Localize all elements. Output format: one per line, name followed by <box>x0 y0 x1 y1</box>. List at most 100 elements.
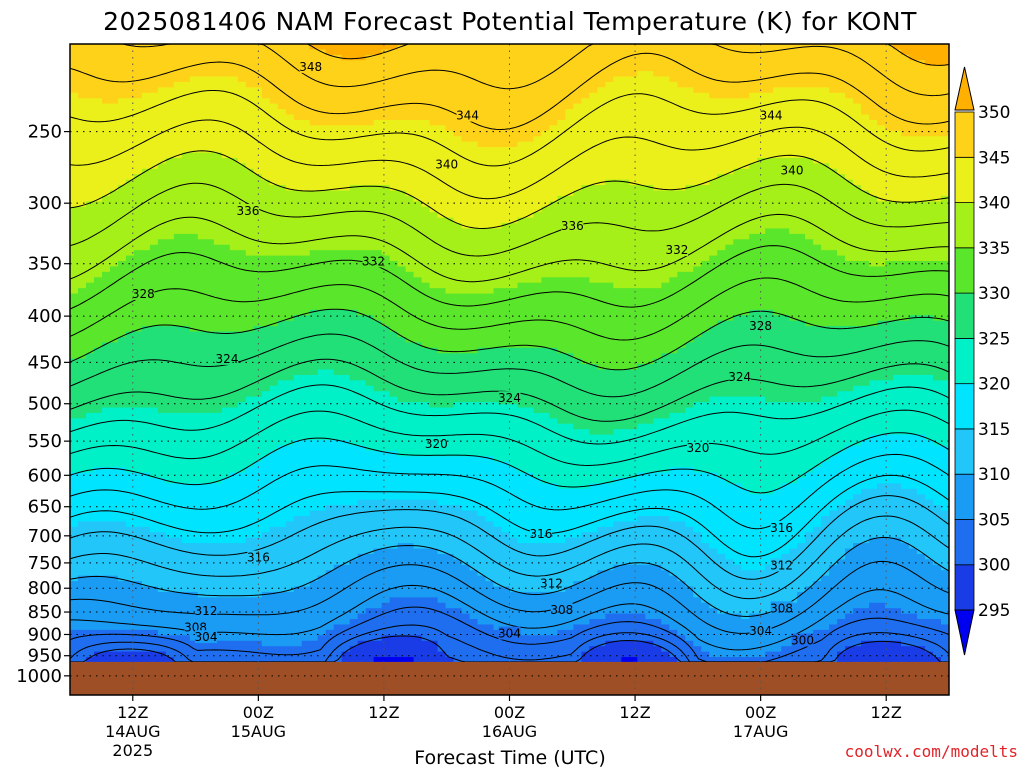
theta-cell <box>349 228 359 235</box>
theta-cell <box>109 380 119 387</box>
theta-cell <box>173 548 183 555</box>
theta-cell <box>341 195 351 202</box>
theta-cell <box>333 629 343 636</box>
theta-cell <box>117 65 127 72</box>
theta-cell <box>101 261 111 268</box>
theta-cell <box>125 461 135 468</box>
theta-cell <box>165 250 175 257</box>
theta-cell <box>277 125 287 132</box>
theta-cell <box>229 217 239 224</box>
theta-cell <box>357 483 367 490</box>
theta-cell <box>165 261 175 268</box>
theta-cell <box>229 271 239 278</box>
theta-cell <box>325 141 335 148</box>
theta-cell <box>261 233 271 240</box>
theta-cell <box>173 168 183 175</box>
theta-cell <box>317 185 327 192</box>
theta-cell <box>125 201 135 208</box>
theta-cell <box>277 87 287 94</box>
theta-cell <box>221 44 231 51</box>
theta-cell <box>221 380 231 387</box>
theta-cell <box>341 304 351 311</box>
theta-cell <box>70 445 79 452</box>
theta-cell <box>165 190 175 197</box>
theta-cell <box>333 418 343 425</box>
theta-cell <box>237 353 247 360</box>
theta-cell <box>125 402 135 409</box>
theta-cell <box>165 429 175 436</box>
theta-cell <box>341 92 351 99</box>
theta-cell <box>213 385 223 392</box>
theta-cell <box>149 602 159 609</box>
theta-cell <box>149 374 159 381</box>
theta-cell <box>301 326 311 333</box>
theta-cell <box>109 98 119 105</box>
theta-cell <box>157 228 167 235</box>
theta-cell <box>189 157 199 164</box>
theta-cell <box>365 98 375 105</box>
theta-cell <box>373 65 383 72</box>
theta-cell <box>197 467 207 474</box>
theta-cell <box>237 624 247 631</box>
theta-cell <box>77 423 87 430</box>
theta-cell <box>277 423 287 430</box>
theta-cell <box>85 326 95 333</box>
theta-cell <box>141 315 151 322</box>
theta-cell <box>109 412 119 419</box>
theta-cell <box>229 364 239 371</box>
theta-cell <box>85 586 95 593</box>
theta-cell <box>357 212 367 219</box>
theta-cell <box>101 445 111 452</box>
theta-cell <box>141 119 151 126</box>
theta-cell <box>93 304 103 311</box>
theta-cell <box>357 478 367 485</box>
theta-cell <box>125 380 135 387</box>
theta-cell <box>245 597 255 604</box>
theta-cell <box>93 570 103 577</box>
theta-cell <box>253 141 263 148</box>
theta-cell <box>245 543 255 550</box>
theta-cell <box>389 81 399 88</box>
theta-cell <box>333 109 343 116</box>
theta-cell <box>70 185 79 192</box>
theta-cell <box>261 103 271 110</box>
theta-cell <box>77 619 87 626</box>
theta-cell <box>221 537 231 544</box>
theta-cell <box>237 380 247 387</box>
theta-cell <box>317 418 327 425</box>
theta-cell <box>149 461 159 468</box>
theta-cell <box>173 60 183 67</box>
theta-cell <box>117 358 127 365</box>
theta-cell <box>373 190 383 197</box>
theta-cell <box>205 521 215 528</box>
theta-cell <box>213 515 223 522</box>
theta-cell <box>109 190 119 197</box>
theta-cell <box>301 591 311 598</box>
theta-cell <box>197 228 207 235</box>
theta-cell <box>221 559 231 566</box>
theta-cell <box>285 109 295 116</box>
theta-cell <box>317 629 327 636</box>
theta-cell <box>381 65 391 72</box>
theta-cell <box>229 543 239 550</box>
theta-cell <box>229 223 239 230</box>
theta-cell <box>261 174 271 181</box>
theta-cell <box>317 282 327 289</box>
theta-cell <box>213 402 223 409</box>
theta-cell <box>357 407 367 414</box>
theta-cell <box>125 217 135 224</box>
theta-cell <box>349 499 359 506</box>
theta-cell <box>133 304 143 311</box>
theta-cell <box>341 445 351 452</box>
theta-cell <box>149 434 159 441</box>
theta-cell <box>109 288 119 295</box>
theta-cell <box>285 147 295 154</box>
theta-cell <box>309 136 319 143</box>
theta-cell <box>333 494 343 501</box>
theta-cell <box>181 445 191 452</box>
theta-cell <box>349 71 359 78</box>
theta-cell <box>93 130 103 137</box>
theta-cell <box>317 575 327 582</box>
theta-cell <box>173 597 183 604</box>
theta-cell <box>261 412 271 419</box>
